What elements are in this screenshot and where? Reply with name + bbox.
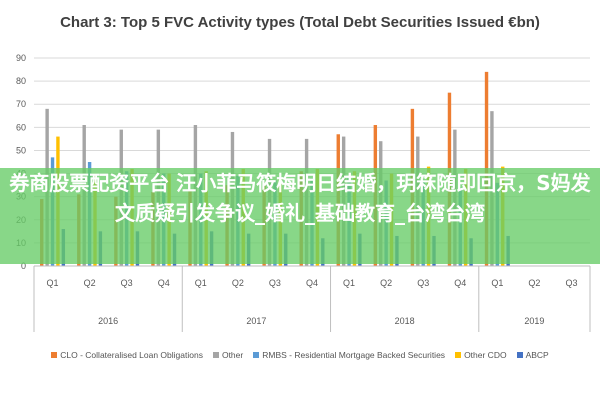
legend-item: Other (212, 350, 244, 360)
x-tick-label: Q4 (158, 278, 170, 288)
banner-overlay (0, 168, 600, 264)
legend-label: Other (221, 350, 244, 360)
legend-label: Other CDO (464, 350, 507, 360)
legend-item: CLO - Collateralised Loan Obligations (51, 350, 203, 360)
legend-item: RMBS - Residential Mortgage Backed Secur… (253, 350, 445, 360)
year-label: 2018 (395, 316, 415, 326)
x-tick-label: Q3 (565, 278, 577, 288)
chart-legend: CLO - Collateralised Loan Obligations Oth… (0, 350, 600, 360)
legend-swatch (516, 352, 523, 358)
legend-label: ABCP (525, 350, 549, 360)
x-tick-label: Q4 (454, 278, 466, 288)
x-tick-label: Q3 (417, 278, 429, 288)
x-tick-label: Q1 (47, 278, 59, 288)
legend-label: RMBS - Residential Mortgage Backed Secur… (262, 350, 446, 360)
x-tick-label: Q1 (343, 278, 355, 288)
chart-title: Chart 3: Top 5 FVC Activity types (Total… (60, 14, 540, 31)
year-label: 2017 (246, 316, 266, 326)
y-tick-label: 90 (16, 53, 26, 63)
banner-overlay-text: 券商股票配资平台 汪小菲马筱梅明日结婚，玥箖随即回京，S妈发文质疑引发争议_婚礼… (9, 171, 591, 225)
year-label: 2016 (98, 316, 118, 326)
x-tick-label: Q2 (84, 278, 96, 288)
legend-item: Other CDO (455, 350, 507, 360)
x-tick-label: Q2 (380, 278, 392, 288)
x-tick-label: Q1 (195, 278, 207, 288)
x-tick-label: Q4 (306, 278, 318, 288)
x-tick-label: Q3 (269, 278, 281, 288)
legend-item: ABCP (516, 350, 549, 360)
year-label: 2019 (524, 316, 544, 326)
x-tick-label: Q2 (528, 278, 540, 288)
x-tick-label: Q1 (491, 278, 503, 288)
y-tick-label: 70 (16, 99, 26, 109)
x-tick-label: Q3 (121, 278, 133, 288)
y-tick-label: 0 (21, 261, 26, 271)
x-tick-label: Q2 (232, 278, 244, 288)
legend-swatch (212, 352, 219, 358)
legend-label: CLO - Collateralised Loan Obligations (60, 350, 203, 360)
y-tick-label: 50 (16, 145, 26, 155)
y-tick-label: 80 (16, 76, 26, 86)
y-tick-label: 60 (16, 122, 26, 132)
legend-swatch (51, 352, 58, 358)
legend-swatch (455, 352, 462, 358)
legend-swatch (253, 352, 260, 358)
